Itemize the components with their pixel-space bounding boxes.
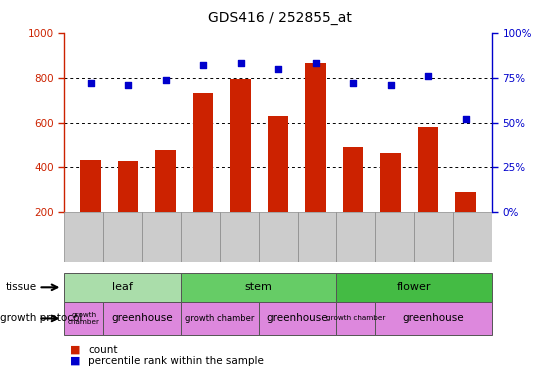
Text: greenhouse: greenhouse — [403, 313, 465, 324]
Text: ■: ■ — [70, 355, 80, 366]
Bar — [230, 79, 251, 212]
Point — [311, 60, 320, 66]
Text: growth chamber: growth chamber — [185, 314, 254, 323]
Text: growth
chamber: growth chamber — [68, 312, 100, 325]
Point — [424, 73, 433, 79]
Bar — [155, 150, 176, 212]
Point — [386, 82, 395, 88]
Bar — [297, 212, 337, 262]
Bar — [414, 212, 453, 262]
Bar — [193, 93, 214, 212]
Point — [86, 80, 95, 86]
Text: flower: flower — [397, 282, 432, 292]
Text: growth chamber: growth chamber — [326, 315, 386, 321]
Bar — [456, 192, 476, 212]
Text: percentile rank within the sample: percentile rank within the sample — [88, 355, 264, 366]
Text: leaf: leaf — [112, 282, 133, 292]
Point — [198, 62, 207, 68]
Bar — [64, 212, 103, 262]
Point — [461, 116, 470, 122]
Text: greenhouse: greenhouse — [267, 313, 328, 324]
Point — [161, 76, 170, 82]
Text: stem: stem — [245, 282, 273, 292]
Point — [124, 82, 132, 88]
Bar — [453, 212, 492, 262]
Bar — [337, 212, 375, 262]
Bar — [103, 212, 142, 262]
Bar — [220, 212, 259, 262]
Point — [236, 60, 245, 66]
Bar — [142, 212, 181, 262]
Bar — [118, 161, 139, 212]
Bar — [343, 147, 363, 212]
Point — [349, 80, 358, 86]
Text: GDS416 / 252855_at: GDS416 / 252855_at — [207, 11, 352, 25]
Bar — [380, 153, 401, 212]
Bar — [268, 116, 288, 212]
Bar — [80, 160, 101, 212]
Bar — [259, 212, 297, 262]
Text: greenhouse: greenhouse — [111, 313, 173, 324]
Text: growth protocol: growth protocol — [0, 313, 82, 324]
Point — [274, 66, 283, 72]
Bar — [181, 212, 220, 262]
Text: count: count — [88, 344, 118, 355]
Text: tissue: tissue — [6, 282, 37, 292]
Text: ■: ■ — [70, 344, 80, 355]
Bar — [305, 63, 326, 212]
Bar — [418, 127, 438, 212]
Bar — [375, 212, 414, 262]
